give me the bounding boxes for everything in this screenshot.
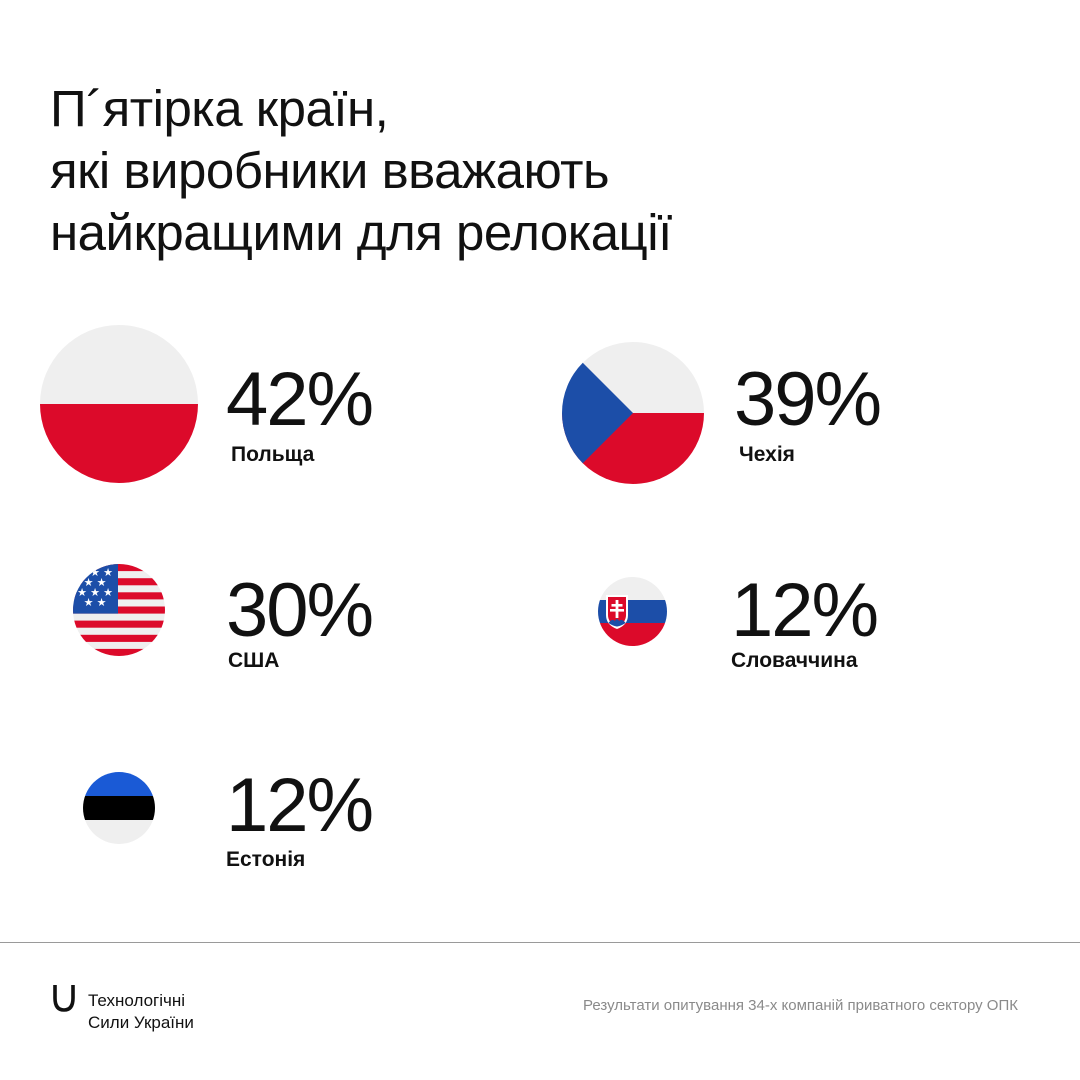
brand-line-1: Технологічні [88,991,186,1010]
svg-text:★: ★ [77,586,87,599]
svg-text:★: ★ [103,566,113,579]
svg-text:★: ★ [84,596,94,609]
svg-text:★: ★ [90,586,100,599]
svg-text:★: ★ [84,576,94,589]
svg-text:★: ★ [97,576,107,589]
poland-percent: 42% [226,357,374,442]
usa-flag-icon: ★ ★ ★ ★ ★ ★ ★ ★ ★ ★ [73,564,165,656]
estonia-flag-icon [83,772,155,844]
slovakia-flag-icon [598,577,667,646]
estonia-label: Естонія [226,848,306,871]
title-line-1: П´ятірка країн, [50,80,389,137]
svg-text:★: ★ [97,596,107,609]
title-line-2: які виробники вважають [50,142,610,199]
brand-logo-icon [53,985,75,1012]
poland-label: Польща [231,443,315,466]
czechia-label: Чехія [739,443,795,466]
footer-divider [0,942,1080,943]
czechia-flag-icon [562,342,704,484]
title-line-3: найкращими для релокації [50,204,672,261]
czechia-percent: 39% [734,357,882,442]
estonia-percent: 12% [226,763,374,848]
svg-text:★: ★ [90,566,100,579]
slovakia-percent: 12% [731,568,879,653]
page-title: П´ятірка країн, які виробники вважають н… [50,78,1010,264]
poland-flag-icon [40,325,198,483]
brand-line-2: Сили України [88,1013,194,1032]
source-note: Результати опитування 34-х компаній прив… [583,997,1018,1014]
svg-text:★: ★ [77,566,87,579]
slovakia-label: Словаччина [731,649,858,672]
svg-text:★: ★ [103,586,113,599]
brand-name: Технологічні Сили України [88,990,194,1034]
usa-label: США [228,649,280,672]
usa-percent: 30% [226,568,374,653]
